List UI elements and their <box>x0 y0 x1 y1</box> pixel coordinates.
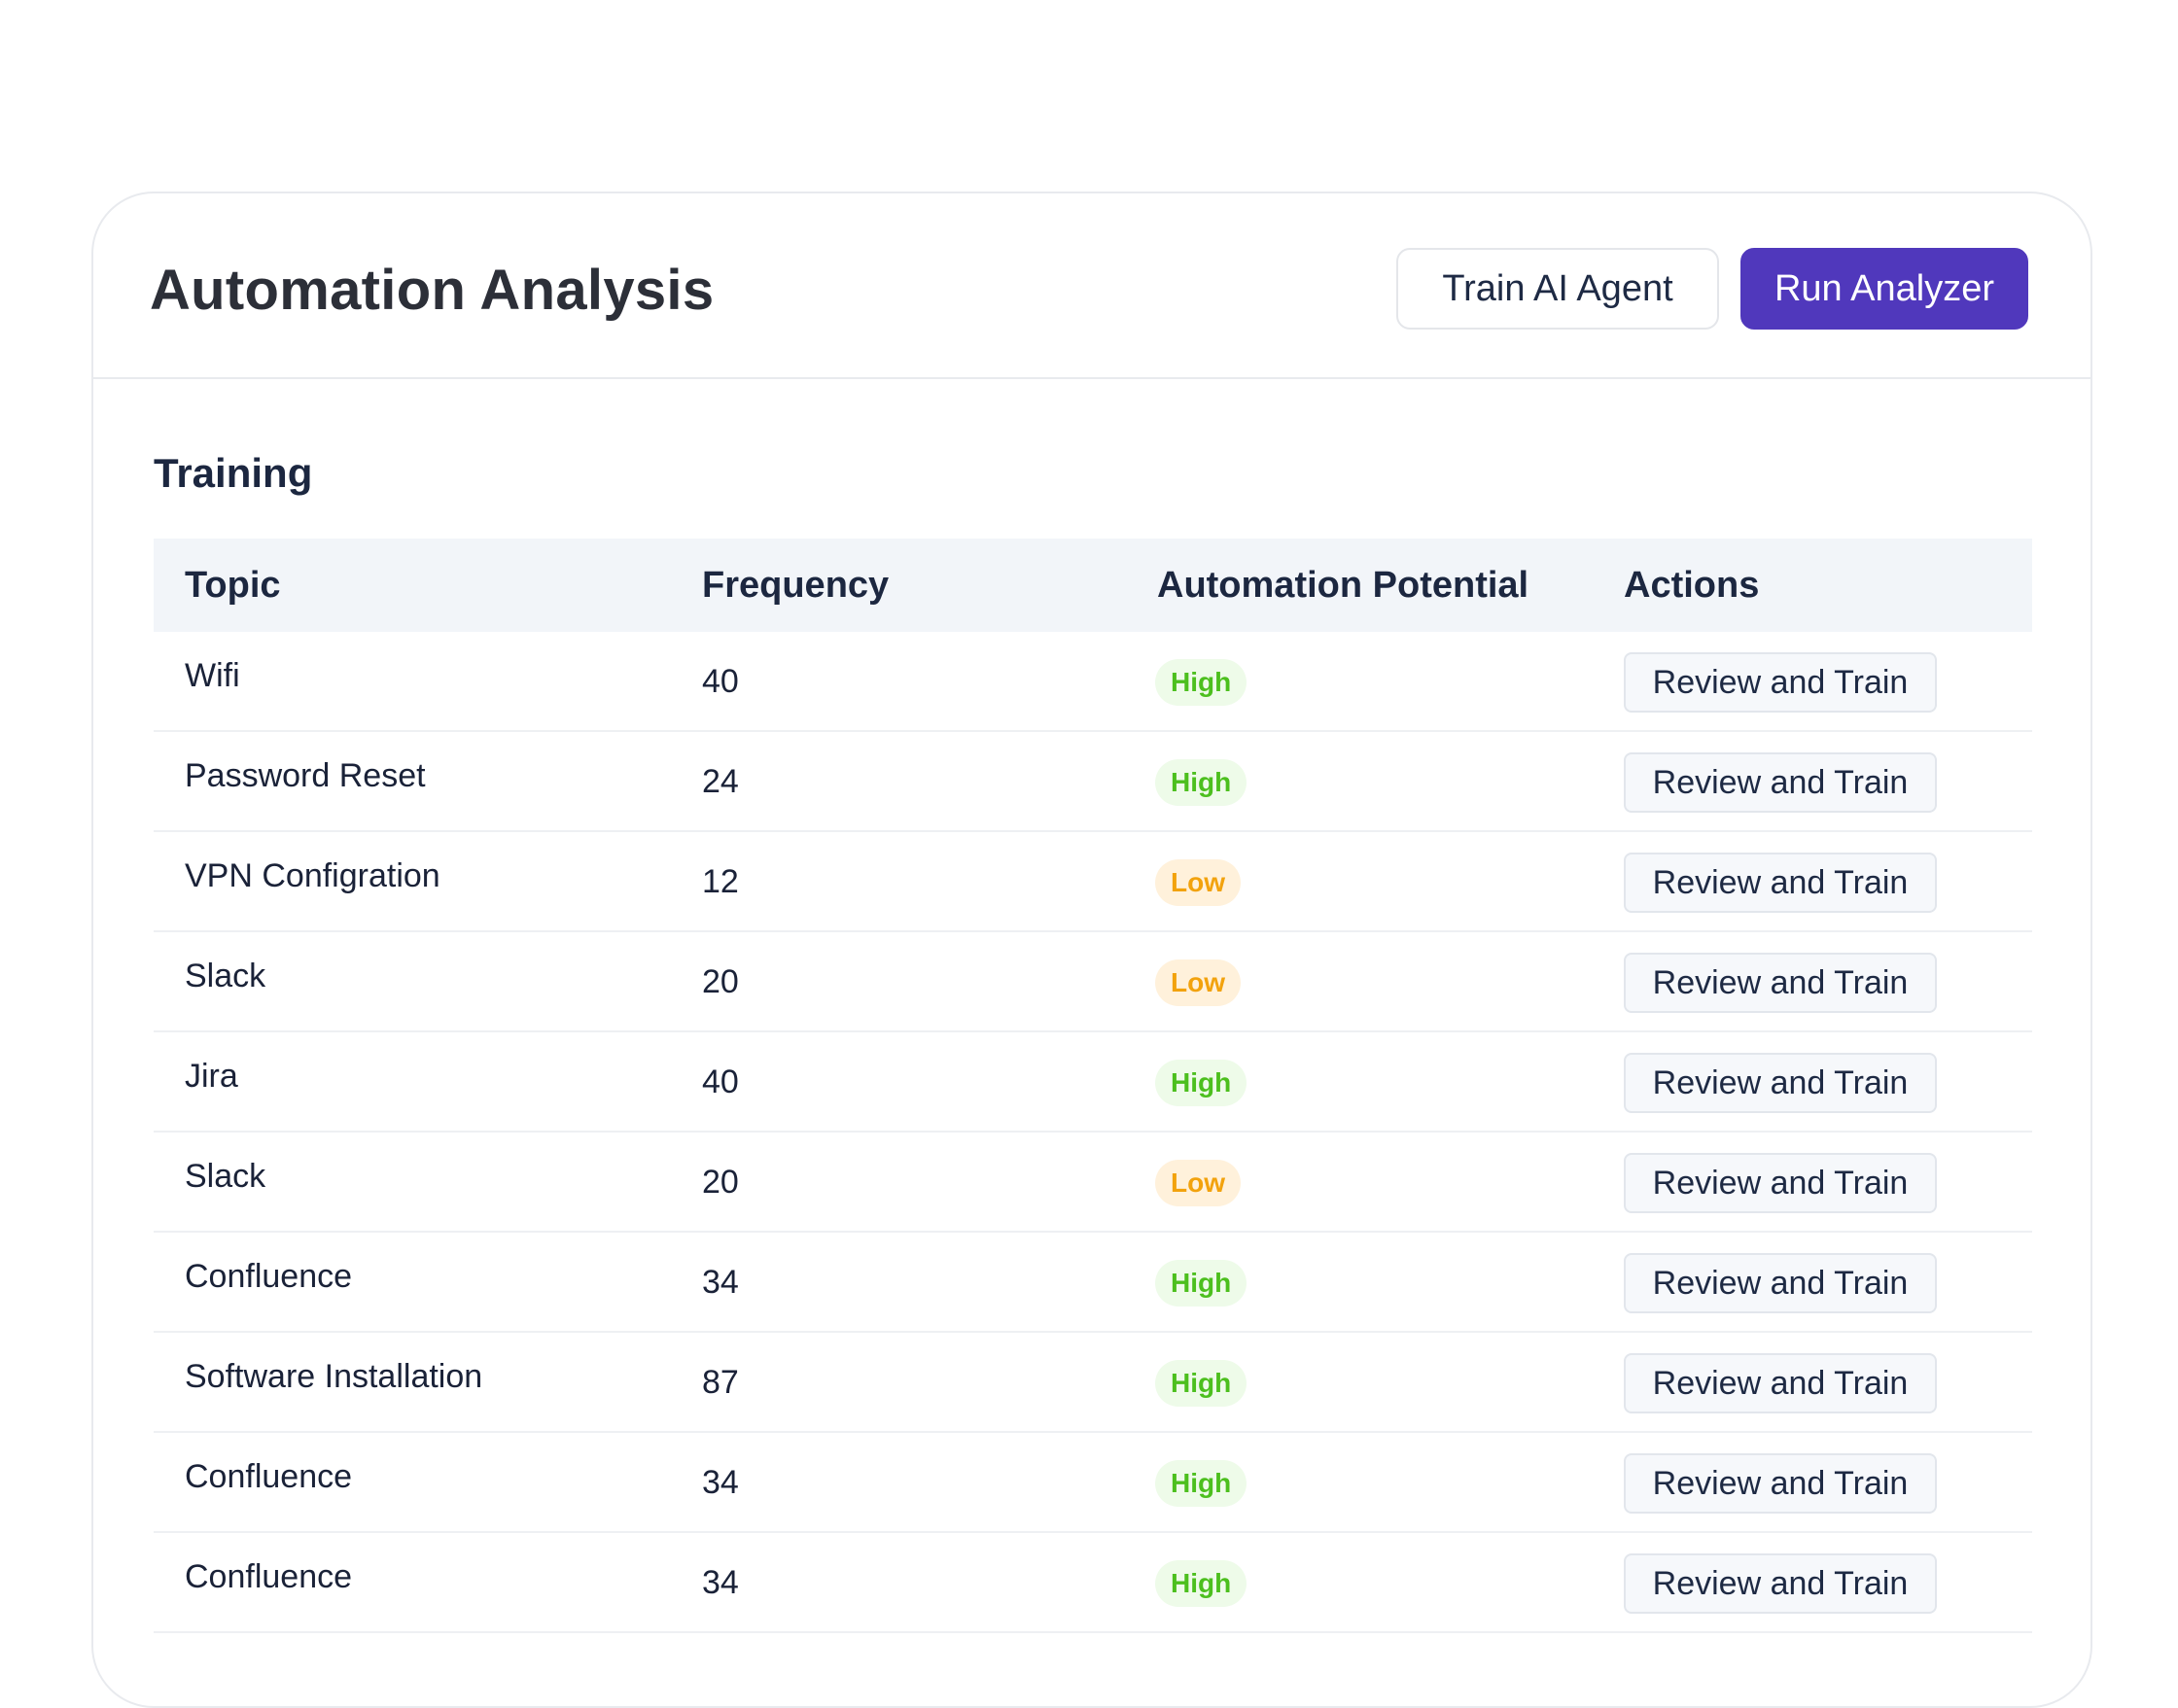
page-title: Automation Analysis <box>150 259 715 322</box>
cell-topic: Slack <box>185 958 266 994</box>
table-row: Slack 20 Low Review and Train <box>154 932 2032 1032</box>
review-and-train-button[interactable]: Review and Train <box>1624 652 1937 713</box>
cell-frequency: 24 <box>702 763 739 800</box>
column-header-frequency: Frequency <box>702 565 890 606</box>
cell-topic: Confluence <box>185 1558 353 1595</box>
automation-potential-badge: High <box>1155 1460 1247 1507</box>
cell-topic: Slack <box>185 1158 266 1195</box>
cell-topic: Jira <box>185 1058 238 1095</box>
review-and-train-button[interactable]: Review and Train <box>1624 1453 1937 1514</box>
cell-topic: Wifi <box>185 657 240 694</box>
automation-potential-badge: High <box>1155 1060 1247 1106</box>
column-header-topic: Topic <box>185 565 281 606</box>
cell-frequency: 87 <box>702 1364 739 1401</box>
review-and-train-button[interactable]: Review and Train <box>1624 1553 1937 1614</box>
cell-frequency: 40 <box>702 663 739 700</box>
column-header-actions: Actions <box>1624 565 1760 606</box>
table-body: Wifi 40 High Review and Train Password Reset… <box>154 632 2032 1633</box>
cell-frequency: 34 <box>702 1264 739 1301</box>
table-row: Confluence 34 High Review and Train <box>154 1433 2032 1533</box>
column-header-automation-potential: Automation Potential <box>1157 565 1529 606</box>
automation-potential-badge: Low <box>1155 859 1241 906</box>
automation-analysis-card: Automation Analysis Train AI Agent Run A… <box>91 192 2092 1708</box>
cell-frequency: 40 <box>702 1063 739 1100</box>
cell-topic: Password Reset <box>185 757 426 794</box>
section-title: Training <box>154 450 313 496</box>
table-row: Password Reset 24 High Review and Train <box>154 732 2032 832</box>
cell-frequency: 20 <box>702 963 739 1000</box>
cell-topic: Confluence <box>185 1458 353 1495</box>
cell-frequency: 12 <box>702 863 739 900</box>
review-and-train-button[interactable]: Review and Train <box>1624 953 1937 1013</box>
review-and-train-button[interactable]: Review and Train <box>1624 1153 1937 1213</box>
table-row: Software Installation 87 High Review and Tr… <box>154 1333 2032 1433</box>
training-table: Topic Frequency Automation Potential Act… <box>154 539 2032 1633</box>
review-and-train-button[interactable]: Review and Train <box>1624 1253 1937 1313</box>
table-row: Slack 20 Low Review and Train <box>154 1133 2032 1233</box>
cell-frequency: 34 <box>702 1564 739 1601</box>
automation-potential-badge: High <box>1155 759 1247 806</box>
automation-potential-badge: High <box>1155 1360 1247 1407</box>
review-and-train-button[interactable]: Review and Train <box>1624 1353 1937 1413</box>
table-row: Confluence 34 High Review and Train <box>154 1533 2032 1633</box>
automation-potential-badge: High <box>1155 1560 1247 1607</box>
review-and-train-button[interactable]: Review and Train <box>1624 1053 1937 1113</box>
table-row: Wifi 40 High Review and Train <box>154 632 2032 732</box>
card-header: Automation Analysis Train AI Agent Run A… <box>93 193 2090 379</box>
table-header: Topic Frequency Automation Potential Act… <box>154 539 2032 632</box>
cell-frequency: 34 <box>702 1464 739 1501</box>
cell-topic: Confluence <box>185 1258 353 1295</box>
review-and-train-button[interactable]: Review and Train <box>1624 752 1937 813</box>
automation-potential-badge: Low <box>1155 959 1241 1006</box>
run-analyzer-button[interactable]: Run Analyzer <box>1740 248 2028 330</box>
automation-potential-badge: High <box>1155 659 1247 706</box>
train-ai-agent-button[interactable]: Train AI Agent <box>1396 248 1719 330</box>
table-row: Jira 40 High Review and Train <box>154 1032 2032 1133</box>
automation-potential-badge: Low <box>1155 1160 1241 1206</box>
table-row: VPN Configration 12 Low Review and Train <box>154 832 2032 932</box>
automation-potential-badge: High <box>1155 1260 1247 1307</box>
cell-topic: VPN Configration <box>185 857 440 894</box>
review-and-train-button[interactable]: Review and Train <box>1624 853 1937 913</box>
cell-frequency: 20 <box>702 1164 739 1201</box>
table-row: Confluence 34 High Review and Train <box>154 1233 2032 1333</box>
cell-topic: Software Installation <box>185 1358 483 1395</box>
